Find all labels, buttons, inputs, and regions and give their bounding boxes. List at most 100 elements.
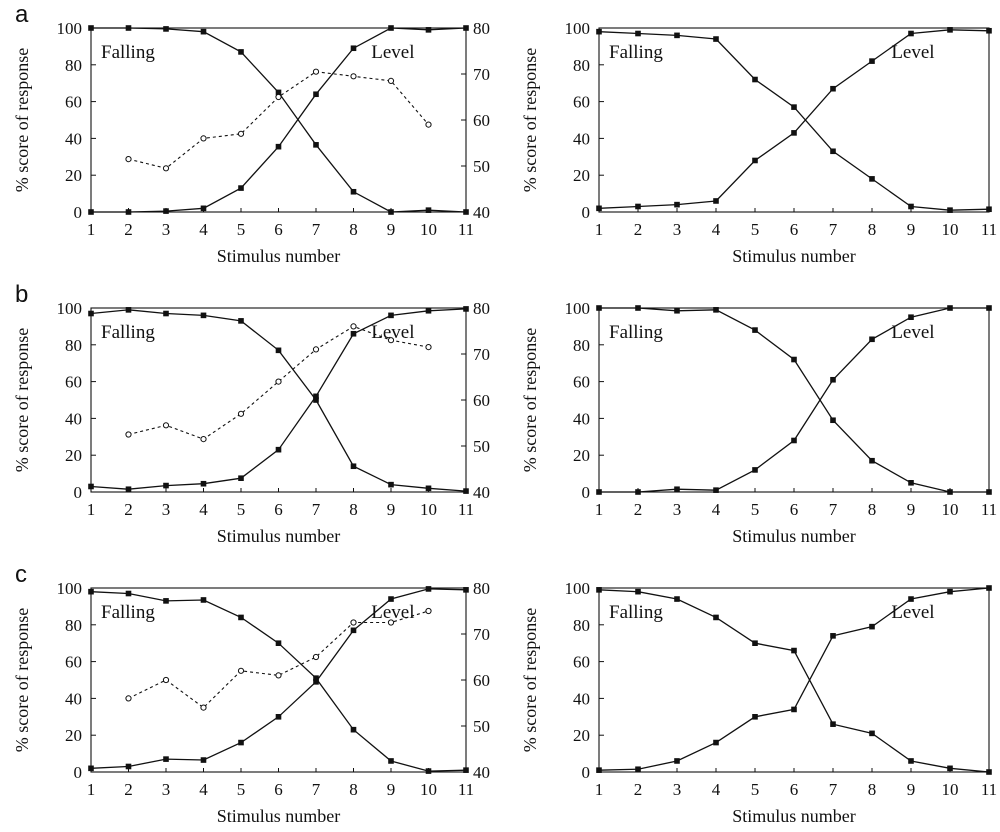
data-point <box>869 336 875 343</box>
y-tick-label: 20 <box>573 726 590 745</box>
data-point <box>313 393 319 400</box>
y2-tick-label: 80 <box>473 19 490 38</box>
x-tick-label: 4 <box>712 500 721 519</box>
x-tick-label: 5 <box>751 220 760 239</box>
data-point <box>388 596 394 602</box>
data-point <box>947 207 953 213</box>
y-axis-label: % score of response <box>12 328 32 472</box>
data-point <box>88 765 94 772</box>
data-point <box>200 704 207 711</box>
data-point <box>162 422 170 429</box>
data-point <box>200 28 207 35</box>
x-tick-label: 7 <box>829 220 838 239</box>
x-tick-label: 4 <box>199 500 208 519</box>
data-point <box>986 769 992 775</box>
data-point <box>463 587 469 593</box>
x-tick-label: 2 <box>634 220 643 239</box>
y2-tick-label: 70 <box>473 345 490 364</box>
data-point <box>425 607 432 615</box>
annotation-level: Level <box>371 42 414 63</box>
x-tick-label: 4 <box>199 220 208 239</box>
data-point <box>674 486 680 493</box>
data-point <box>830 721 836 727</box>
y-tick-label: 80 <box>65 616 82 635</box>
x-tick-label: 1 <box>595 780 604 799</box>
y-tick-label: 100 <box>565 579 591 598</box>
data-point <box>200 205 207 212</box>
data-point <box>350 188 357 195</box>
x-axis-label: Stimulus number <box>217 526 341 546</box>
data-point <box>635 588 641 595</box>
data-point <box>163 26 169 32</box>
data-point <box>635 203 641 210</box>
y-tick-label: 40 <box>573 129 590 148</box>
data-point <box>88 483 94 490</box>
data-point <box>350 45 357 52</box>
data-point <box>986 489 992 495</box>
data-point <box>388 25 394 31</box>
data-point <box>88 209 94 215</box>
annotation-level: Level <box>891 42 934 63</box>
data-point <box>163 208 169 214</box>
x-tick-label: 5 <box>751 780 760 799</box>
x-tick-label: 5 <box>237 220 246 239</box>
data-point <box>463 767 469 773</box>
data-point <box>350 323 357 330</box>
y2-tick-label: 60 <box>473 111 490 130</box>
data-point <box>163 756 169 762</box>
x-tick-label: 3 <box>162 780 171 799</box>
data-point <box>791 647 797 654</box>
x-tick-label: 9 <box>387 220 396 239</box>
data-point <box>635 489 641 495</box>
x-tick-label: 8 <box>349 500 358 519</box>
data-point <box>125 307 132 313</box>
chart-a-right: 0 20 40 60 80 100 1 2 3 4 5 6 7 8 9 10 11 Stimulus number… <box>520 19 997 266</box>
data-point <box>350 627 357 634</box>
data-point <box>313 675 319 681</box>
data-point <box>162 676 170 684</box>
x-tick-label: 3 <box>162 500 171 519</box>
chart-c-left: 0 20 40 60 80 100 40 50 60 70 80 1 2 3 4 5 6 7 8 9 10 11 Stimu… <box>12 579 490 826</box>
data-point <box>163 598 169 604</box>
data-point <box>463 306 469 312</box>
y2-tick-label: 80 <box>473 579 490 598</box>
data-point <box>713 198 719 204</box>
data-point <box>275 378 282 385</box>
x-tick-label: 1 <box>595 220 604 239</box>
data-point <box>908 480 914 486</box>
y-tick-label: 0 <box>74 483 83 502</box>
data-point <box>869 730 875 737</box>
y2-tick-label: 70 <box>473 625 490 644</box>
data-point <box>869 176 875 182</box>
data-point <box>713 739 719 746</box>
y2-tick-label: 70 <box>473 65 490 84</box>
x-tick-label: 10 <box>942 780 959 799</box>
x-tick-label: 7 <box>312 500 321 519</box>
data-point <box>425 485 432 492</box>
data-point <box>350 619 357 626</box>
y2-tick-label: 50 <box>473 437 490 456</box>
data-point <box>713 614 719 621</box>
y-axis-label: % score of response <box>520 608 540 752</box>
data-point <box>713 487 719 493</box>
data-point <box>869 457 875 464</box>
x-tick-label: 1 <box>87 220 96 239</box>
x-tick-label: 7 <box>829 780 838 799</box>
series-2 <box>88 25 469 215</box>
x-tick-label: 10 <box>942 500 959 519</box>
x-tick-label: 7 <box>312 220 321 239</box>
x-tick-label: 2 <box>124 220 133 239</box>
data-point <box>752 714 758 720</box>
x-tick-label: 10 <box>420 220 437 239</box>
data-point <box>238 739 244 746</box>
data-point <box>425 586 432 592</box>
panel-letter-c: c <box>15 561 27 588</box>
annotation-level: Level <box>371 602 414 623</box>
y-axis-label: % score of response <box>12 608 32 752</box>
series-2 <box>596 305 992 495</box>
y2-tick-label: 40 <box>473 483 490 502</box>
data-point <box>869 623 875 630</box>
y-tick-label: 80 <box>65 56 82 75</box>
data-point <box>313 91 319 98</box>
